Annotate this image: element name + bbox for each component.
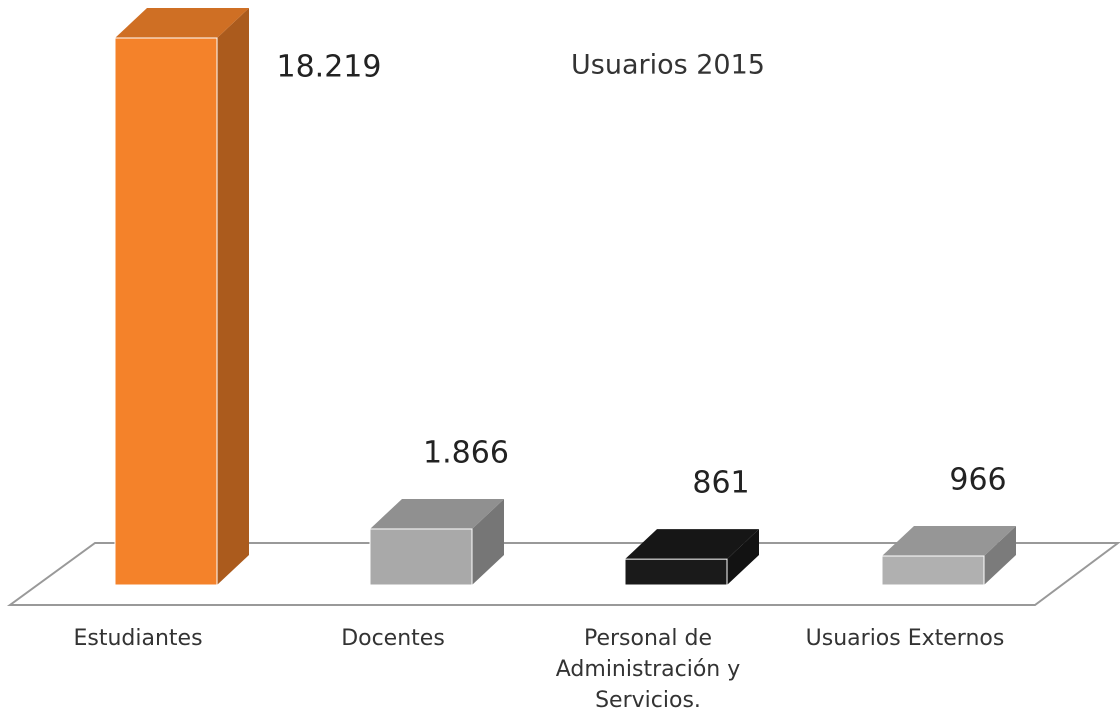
bar bbox=[624, 558, 728, 586]
value-label: 18.219 bbox=[277, 50, 382, 85]
floor bbox=[6, 542, 1120, 606]
value-label: 966 bbox=[949, 462, 1006, 497]
x-tick-label: Estudiantes bbox=[73, 626, 203, 651]
bar-side bbox=[984, 525, 1016, 585]
bar-side bbox=[217, 8, 249, 585]
bar-top bbox=[115, 8, 249, 38]
bar-top bbox=[625, 529, 759, 560]
bar bbox=[114, 37, 218, 586]
x-tick-label: Usuarios Externos bbox=[805, 626, 1005, 651]
bar bbox=[881, 555, 985, 586]
chart-title: Usuarios 2015 bbox=[571, 50, 765, 81]
value-label: 861 bbox=[692, 466, 749, 501]
bar bbox=[369, 528, 473, 586]
bar-top bbox=[370, 498, 504, 529]
x-tick-label: Personal de Administración y Servicios. bbox=[555, 626, 741, 713]
value-label: 1.866 bbox=[423, 435, 509, 470]
x-tick-label: Docentes bbox=[341, 626, 445, 651]
bar-top bbox=[882, 525, 1016, 556]
bar-side bbox=[727, 529, 759, 585]
bar-side bbox=[472, 498, 504, 585]
